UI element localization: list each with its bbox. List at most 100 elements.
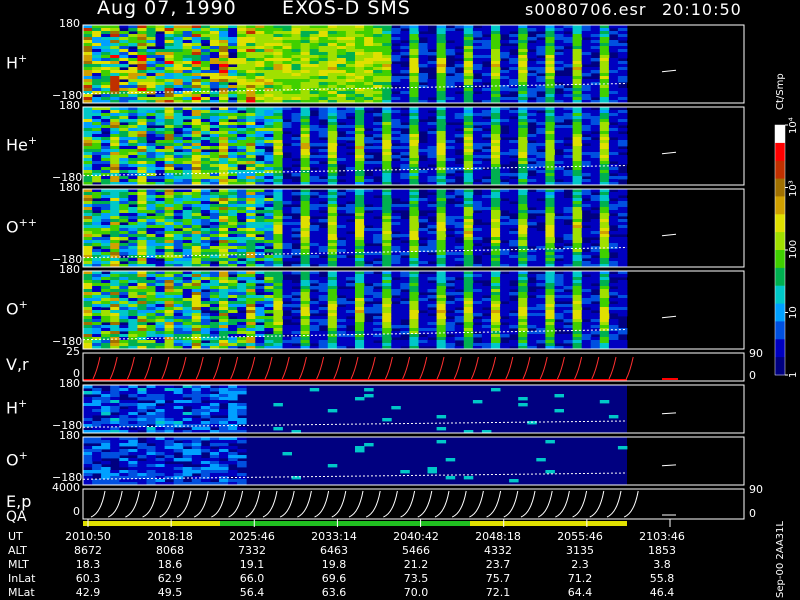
- heatmap-cell: [110, 313, 120, 317]
- heatmap-cell: [599, 198, 610, 202]
- heatmap-cell: [119, 195, 129, 199]
- heatmap-cell: [599, 264, 610, 268]
- heatmap-cell: [146, 346, 156, 350]
- heatmap-cell: [164, 79, 175, 83]
- heatmap-cell: [355, 234, 365, 238]
- heatmap-cell: [137, 292, 147, 296]
- heatmap-cell: [545, 107, 555, 111]
- heatmap-cell: [382, 70, 392, 74]
- heatmap-cell: [110, 173, 120, 177]
- heatmap-cell: [563, 64, 573, 68]
- heatmap-cell: [291, 210, 301, 214]
- heatmap-cell: [119, 131, 129, 135]
- heatmap-cell: [191, 152, 202, 156]
- heatmap-cell: [500, 143, 510, 147]
- heatmap-cell: [237, 25, 247, 29]
- heatmap-cell: [345, 79, 356, 83]
- heatmap-cell: [110, 146, 120, 150]
- heatmap-cell: [255, 91, 265, 95]
- heatmap-cell: [563, 258, 573, 262]
- heatmap-cell: [191, 280, 202, 284]
- heatmap-cell: [364, 94, 374, 98]
- heatmap-cell: [219, 110, 229, 114]
- heatmap-cell: [182, 222, 193, 226]
- heatmap-cell: [110, 231, 120, 235]
- heatmap-cell: [382, 67, 392, 71]
- heatmap-cell: [373, 161, 383, 165]
- heatmap-cell: [472, 204, 483, 208]
- heatmap-cell: [291, 310, 301, 314]
- heatmap-cell: [554, 255, 564, 259]
- heatmap-cell: [345, 234, 356, 238]
- heatmap-cell: [219, 192, 229, 196]
- heatmap-cell: [182, 346, 193, 350]
- heatmap-cell: [182, 94, 193, 98]
- heatmap-cell: [219, 252, 229, 256]
- heatmap-cell: [463, 210, 474, 214]
- heatmap-cell: [282, 237, 292, 241]
- heatmap-cell: [128, 222, 138, 226]
- heatmap-cell: [418, 55, 428, 59]
- heatmap-cell: [364, 76, 374, 80]
- heatmap-cell: [264, 85, 274, 89]
- heatmap-cell: [182, 40, 193, 44]
- heatmap-cell: [191, 146, 202, 150]
- heatmap-cell: [291, 271, 301, 275]
- heatmap-cell: [255, 76, 265, 80]
- heatmap-cell: [445, 231, 456, 235]
- heatmap-cell: [191, 100, 202, 104]
- heatmap-cell: [599, 52, 610, 56]
- heatmap-cell: [418, 161, 428, 165]
- heatmap-cell: [391, 34, 401, 38]
- heatmap-cell: [518, 222, 528, 226]
- heatmap-cell: [237, 231, 247, 235]
- heatmap-cell: [237, 131, 247, 135]
- heatmap-cell: [228, 243, 238, 247]
- heatmap-cell: [336, 249, 347, 253]
- heatmap-cell: [228, 310, 238, 314]
- heatmap-cell: [581, 122, 592, 126]
- heatmap-cell: [355, 176, 365, 180]
- scale-mark: [661, 69, 677, 73]
- heatmap-cell: [282, 107, 292, 111]
- heatmap-cell: [382, 155, 392, 159]
- heatmap-cell: [345, 331, 356, 335]
- heatmap-cell: [273, 271, 283, 275]
- heatmap-cell: [382, 152, 392, 156]
- heatmap-cell: [500, 49, 510, 53]
- heatmap-cell: [318, 58, 329, 62]
- heatmap-cell: [545, 88, 555, 92]
- heatmap-cell: [545, 110, 555, 114]
- heatmap-cell: [228, 277, 238, 281]
- heatmap-cell: [264, 295, 274, 299]
- heatmap-cell: [282, 137, 292, 141]
- heatmap-cell: [327, 25, 338, 29]
- heatmap-cell: [291, 140, 301, 144]
- heatmap-cell: [164, 128, 175, 132]
- heatmap-cell: [472, 34, 483, 38]
- heatmap-cell: [92, 286, 102, 290]
- heatmap-cell: [409, 40, 419, 44]
- heatmap-cell: [436, 261, 447, 265]
- heatmap-cell: [364, 334, 374, 338]
- heatmap-cell: [463, 161, 474, 165]
- heatmap-cell: [291, 240, 301, 244]
- heatmap-cell: [191, 37, 202, 41]
- heatmap-cell: [427, 198, 437, 202]
- heatmap-cell: [182, 289, 193, 293]
- heatmap-cell: [228, 340, 238, 344]
- heatmap-cell: [101, 210, 111, 214]
- heatmap-cell: [391, 52, 401, 56]
- heatmap-cell: [545, 31, 555, 35]
- heatmap-cell: [608, 149, 619, 153]
- heatmap-cell: [327, 79, 338, 83]
- heatmap-cell: [373, 125, 383, 129]
- heatmap-cell: [355, 228, 365, 232]
- heatmap-cell: [264, 70, 274, 74]
- heatmap-cell: [518, 134, 528, 138]
- heatmap-cell: [300, 334, 311, 338]
- heatmap-cell: [427, 94, 437, 98]
- heatmap-cell: [327, 301, 338, 305]
- heatmap-cell: [336, 113, 347, 117]
- heatmap-cell: [518, 240, 528, 244]
